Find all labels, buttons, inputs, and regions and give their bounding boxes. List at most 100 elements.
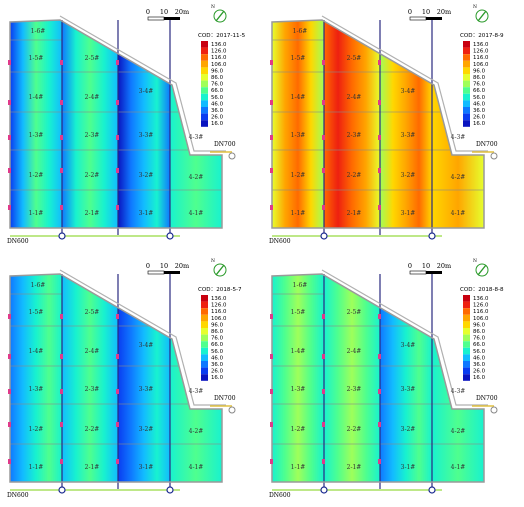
legend-value: 16.0 (211, 375, 224, 381)
legend-swatch (463, 41, 470, 48)
wall-marker (60, 205, 63, 210)
legend-swatch (463, 321, 470, 328)
wall-marker (322, 459, 325, 464)
zone-label: 3-4# (401, 88, 416, 95)
legend-swatch (201, 328, 208, 335)
scale-tick-label: 20m (175, 8, 189, 16)
cod-map-panel: 1-6# 1-5# 2-5# 1-4# 2-4# 3-4# 1-3# 2-3# 3-3# 4-3#… (262, 0, 524, 253)
scale-segment (409, 270, 427, 275)
zone-labels: 1-6# 1-5# 2-5# 1-4# 2-4# 3-4# 1-3# 2-3# 3-3# 4-3#… (29, 282, 204, 471)
valve-icon (58, 486, 66, 494)
legend-value: 76.0 (473, 82, 486, 88)
cod-column-fill (324, 20, 380, 228)
wall-marker (60, 389, 63, 394)
zone-label: 3-3# (139, 386, 154, 393)
cod-column-fill (10, 274, 62, 482)
wall-marker (322, 168, 325, 173)
wall-marker (60, 459, 63, 464)
legend-value: 36.0 (473, 362, 486, 368)
zone-label: 3-1# (401, 464, 416, 471)
wall-marker (378, 354, 381, 359)
wall-marker (116, 100, 119, 105)
site-outline (271, 19, 485, 229)
legend-swatch (201, 87, 208, 94)
legend-value: 86.0 (473, 329, 486, 335)
legend-value: 46.0 (211, 355, 224, 361)
legend-value: 116.0 (473, 55, 489, 61)
zone-label: 3-1# (139, 464, 154, 471)
valve-icon (166, 486, 174, 494)
legend-value: 56.0 (473, 349, 486, 355)
legend-swatch (201, 100, 208, 107)
legend-value: 86.0 (211, 75, 224, 81)
legend-swatch (463, 367, 470, 375)
zone-label: 1-1# (291, 210, 306, 217)
legend-swatch (463, 113, 470, 121)
zone-label: 4-2# (189, 428, 204, 435)
wall-marker (8, 422, 11, 427)
scale-tick-label: 20m (437, 8, 451, 16)
wall-marker (270, 135, 273, 140)
legend-value: 76.0 (473, 336, 486, 342)
north-arrow-icon: N (211, 258, 227, 277)
legend-value: 106.0 (473, 316, 489, 322)
north-label: N (211, 258, 215, 264)
legend-swatch (201, 41, 208, 48)
scale-segment (147, 270, 165, 275)
wall-marker (322, 422, 325, 427)
legend-swatch (463, 295, 470, 302)
north-arrow-icon: N (473, 258, 489, 277)
scale-bar: 0 10 20m (146, 8, 189, 21)
legend-value: 26.0 (473, 115, 486, 121)
wall-markers (8, 60, 119, 210)
north-label: N (473, 4, 477, 10)
legend-swatch (201, 67, 208, 74)
panel-title: COD：2017-8-9 (460, 33, 504, 39)
cod-column-fill (272, 274, 324, 482)
legend-value: 136.0 (473, 42, 489, 48)
wall-marker (378, 135, 381, 140)
color-legend: COD：2018-8-8 136.0126.0116.0106.096.086.0… (460, 287, 504, 381)
site-outline-offset (59, 269, 226, 406)
legend-value: 26.0 (211, 115, 224, 121)
legend-swatch (201, 93, 208, 101)
wall-marker (270, 60, 273, 65)
wall-marker (270, 354, 273, 359)
zone-label: 1-6# (31, 282, 46, 289)
legend-swatch (463, 301, 470, 309)
wall-marker (322, 314, 325, 319)
legend-swatch (463, 74, 470, 81)
scale-tick-label: 0 (408, 262, 412, 270)
wall-marker (60, 422, 63, 427)
zone-label: 3-2# (401, 426, 416, 433)
panel-title: COD：2018-8-8 (460, 287, 504, 293)
legend-swatch (201, 54, 208, 61)
legend-swatch (201, 367, 208, 375)
legend-swatch (463, 314, 470, 322)
zone-label: 2-3# (85, 386, 100, 393)
cod-column-fill (324, 274, 380, 482)
legend-swatch (201, 361, 208, 368)
zone-labels: 1-6# 1-5# 2-5# 1-4# 2-4# 3-4# 1-3# 2-3# 3-3# 4-3#… (29, 28, 204, 217)
site-outline (9, 273, 223, 483)
zone-label: 2-3# (347, 386, 362, 393)
wall-marker (378, 60, 381, 65)
cod-map-svg: 1-6# 1-5# 2-5# 1-4# 2-4# 3-4# 1-3# 2-3# 3-3# 4-3#… (269, 258, 504, 499)
column-walls (61, 20, 171, 235)
inlet-node-icon (228, 152, 236, 160)
legend-swatch (463, 107, 470, 114)
color-legend: COD：2018-5-7 136.0126.0116.0106.096.086.0… (198, 287, 242, 381)
zone-label: 4-3# (451, 134, 466, 141)
zone-label: 3-2# (401, 172, 416, 179)
legend-value: 126.0 (211, 303, 227, 309)
zone-label: 2-2# (347, 172, 362, 179)
wall-marker (270, 389, 273, 394)
wall-marker (116, 205, 119, 210)
wall-marker (8, 389, 11, 394)
legend-value: 46.0 (473, 355, 486, 361)
site-outline (9, 19, 223, 229)
north-arrow-icon: N (211, 4, 227, 23)
valve-icon (428, 232, 436, 240)
wall-marker (270, 422, 273, 427)
zone-label: 2-4# (347, 348, 362, 355)
